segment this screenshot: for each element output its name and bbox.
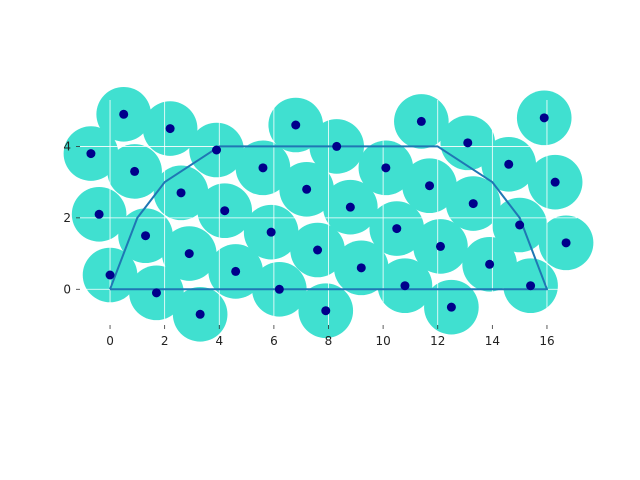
scatter-point (504, 159, 514, 169)
scatter-point (515, 220, 525, 230)
x-tick-label: 4 (215, 334, 223, 348)
scatter-point (425, 181, 435, 191)
scatter-point (274, 284, 284, 294)
scatter-point (435, 241, 445, 251)
scatter-point (231, 266, 241, 276)
scatter-point (561, 238, 571, 248)
y-tick-label: 2 (63, 211, 71, 225)
scatter-point (105, 270, 115, 280)
scatter-point (416, 116, 426, 126)
scatter-point (526, 281, 536, 291)
scatter-point (130, 166, 140, 176)
x-tick-label: 12 (430, 334, 445, 348)
scatter-point (381, 163, 391, 173)
scatter-point (151, 288, 161, 298)
scatter-point (119, 109, 129, 119)
outline-polygon (109, 145, 548, 291)
scatter-point (258, 163, 268, 173)
x-tick-label: 6 (270, 334, 278, 348)
scatter-point (291, 120, 301, 130)
x-tick-label: 8 (325, 334, 333, 348)
tick-layer: 0 2 4 6 8 10 12 14 16 0 2 4 (63, 139, 554, 348)
scatter-point (356, 263, 366, 273)
x-tick-label: 16 (539, 334, 554, 348)
scatter-point (220, 206, 230, 216)
scatter-point (485, 259, 495, 269)
scatter-point (302, 184, 312, 194)
scatter-point (184, 249, 194, 259)
y-tick-label: 0 (63, 282, 71, 296)
scatter-point (463, 138, 473, 148)
y-tick-label: 4 (63, 139, 71, 153)
scatter-point (392, 224, 402, 234)
scatter-point (400, 281, 410, 291)
scatter-point (94, 209, 104, 219)
scatter-point (468, 199, 478, 209)
scatter-point (345, 202, 355, 212)
scatter-point (446, 302, 456, 312)
scatter-point (266, 227, 276, 237)
scatter-point (321, 306, 331, 316)
scatter-point (165, 124, 175, 134)
outline-layer (109, 145, 548, 291)
scatter-point (212, 145, 222, 155)
scatter-point (313, 245, 323, 255)
x-tick-label: 14 (485, 334, 500, 348)
scatter-point (141, 231, 151, 241)
scatter-point (176, 188, 186, 198)
scatter-point (86, 149, 96, 159)
x-tick-label: 2 (161, 334, 169, 348)
point-layer (86, 109, 571, 319)
scatter-point (332, 141, 342, 151)
scatter-point (195, 309, 205, 319)
scatter-point (550, 177, 560, 187)
x-tick-label: 10 (375, 334, 390, 348)
scatter-point (539, 113, 549, 123)
x-tick-label: 0 (106, 334, 114, 348)
